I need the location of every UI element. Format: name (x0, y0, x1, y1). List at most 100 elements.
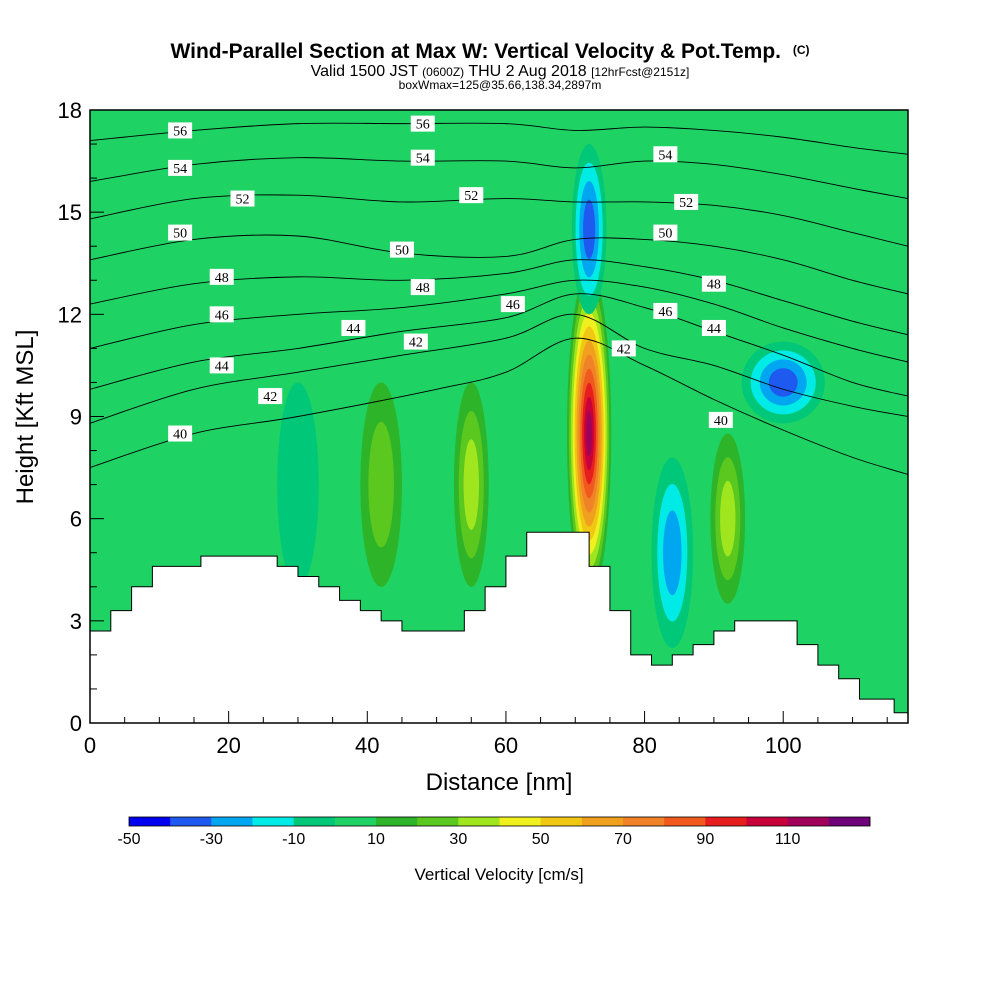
theta-contour-44-5 (90, 293, 908, 397)
theta-label-box-16 (653, 224, 678, 241)
colorbar-tick-label: -10 (282, 831, 305, 848)
vertical-velocity-field (277, 144, 825, 649)
theta-label-22: 54 (658, 148, 672, 163)
subtitle-prefix: Valid 1500 JST (311, 63, 419, 80)
colorbar-swatch-6 (376, 817, 418, 826)
x-axis-label: Distance [nm] (426, 769, 573, 796)
theta-contours (90, 122, 908, 475)
theta-label-box-3 (403, 333, 428, 350)
chart-subtitle: Valid 1500 JST (0600Z) THU 2 Aug 2018 [1… (311, 63, 690, 80)
theta-contour-54-20 (90, 157, 908, 199)
theta-label-box-19 (674, 193, 699, 210)
theta-label-18: 52 (464, 189, 478, 204)
colorbar-tick-label: -30 (200, 831, 223, 848)
theta-label-box-24 (410, 115, 435, 132)
colorbar-swatch-14 (705, 817, 747, 826)
theta-label-box-20 (168, 159, 193, 176)
theta-contour-56-23 (90, 122, 908, 155)
colorbar-swatch-5 (334, 817, 377, 826)
theta-label-box-13 (701, 275, 726, 292)
theta-label-box-21 (410, 149, 435, 166)
colorbar-swatch-8 (458, 817, 500, 826)
colorbar-swatch-3 (252, 817, 295, 826)
theta-label-17: 52 (236, 193, 250, 208)
x-tick-label: 100 (765, 733, 802, 758)
y-tick-label: 6 (70, 507, 82, 532)
theta-label-box-8 (209, 306, 234, 323)
theta-label-13: 48 (707, 278, 721, 293)
theta-label-3: 42 (409, 336, 423, 351)
w-cell-3-level-2 (663, 510, 682, 596)
theta-label-box-14 (168, 224, 193, 241)
colorbar-swatch-2 (211, 817, 253, 826)
theta-label-box-9 (500, 296, 525, 313)
theta-label-11: 48 (215, 271, 229, 286)
theta-label-box-22 (653, 146, 678, 163)
theta-contour-42-2 (90, 313, 908, 424)
theta-label-12: 48 (416, 281, 430, 296)
w-cell-7-level-0 (277, 382, 319, 587)
theta-label-6: 44 (346, 322, 360, 337)
w-cell-4-level-2 (463, 439, 479, 531)
theta-contour-48-11 (90, 259, 908, 336)
colorbar-tick-label: 90 (696, 831, 714, 848)
colorbar-tick-label: 30 (449, 831, 467, 848)
theta-label-20: 54 (173, 162, 187, 177)
subtitle-utc: (0600Z) (422, 65, 464, 79)
theta-label-box-0 (168, 425, 193, 442)
theta-contour-labels: 40 40 42 42 42 44 44 44 46 46 46 48 48 48 50 50 50 52 52 52… (168, 115, 733, 443)
theta-contour-46-8 (90, 279, 908, 363)
plot-area: 40 40 42 42 42 44 44 44 46 46 46 48 48 48 50 50 50 52 52 52… (58, 98, 909, 758)
colorbar-swatch-16 (787, 817, 830, 826)
y-tick-label: 3 (70, 609, 82, 634)
y-tick-label: 9 (70, 405, 82, 430)
theta-label-1: 40 (714, 414, 728, 429)
theta-label-box-23 (168, 122, 193, 139)
theta-label-box-17 (230, 190, 255, 207)
colorbar-swatch-7 (417, 817, 459, 826)
colorbar-tick-label: 110 (775, 831, 801, 848)
theta-contour-40-0 (90, 337, 908, 475)
theta-label-box-18 (459, 187, 484, 204)
x-axis-ticks: 0 20 40 60 80 100 (84, 711, 888, 758)
theta-label-box-7 (701, 319, 726, 336)
theta-label-2: 42 (263, 390, 277, 405)
theta-label-9: 46 (506, 298, 520, 313)
y-tick-label: 12 (58, 302, 82, 327)
x-tick-label: 0 (84, 733, 96, 758)
theta-label-box-12 (410, 279, 435, 296)
theta-contour-50-14 (90, 234, 908, 295)
colorbar-tick-label: 50 (532, 831, 550, 848)
colorbar-swatch-10 (540, 817, 583, 826)
theta-label-8: 46 (215, 308, 229, 323)
colorbar-swatch-15 (746, 817, 789, 826)
y-tick-label: 18 (58, 98, 82, 123)
colorbar: -50 -30 -10 10 30 50 70 90 110 (117, 816, 871, 848)
w-cell-5-level-2 (720, 480, 736, 557)
theta-label-box-4 (611, 340, 636, 357)
box-line: boxWmax=125@35.66,138.34,2897m (399, 78, 602, 92)
x-tick-label: 80 (632, 733, 656, 758)
theta-label-21: 54 (416, 152, 430, 167)
theta-label-16: 50 (658, 227, 672, 242)
chart-title-text: Wind-Parallel Section at Max W: Vertical… (170, 40, 781, 63)
colorbar-swatch-4 (293, 817, 336, 826)
colorbar-tick-label: 70 (614, 831, 632, 848)
theta-label-4: 42 (617, 342, 631, 357)
colorbar-swatch-17 (828, 817, 871, 826)
colorbar-tick-label: -50 (117, 831, 140, 848)
chart-title-mark: (C) (793, 43, 810, 57)
theta-label-10: 46 (658, 305, 672, 320)
colorbar-swatch-13 (664, 817, 706, 826)
w-cell-6-level-1 (368, 421, 394, 548)
x-tick-label: 60 (494, 733, 518, 758)
theta-label-23: 56 (173, 124, 187, 139)
y-axis-label: Height [Kft MSL] (12, 330, 39, 505)
colorbar-swatch-11 (581, 817, 624, 826)
terrain-mask (89, 531, 909, 724)
theta-label-box-6 (341, 319, 366, 336)
theta-label-box-5 (209, 357, 234, 374)
theta-label-box-1 (708, 411, 733, 428)
theta-label-box-10 (653, 302, 678, 319)
